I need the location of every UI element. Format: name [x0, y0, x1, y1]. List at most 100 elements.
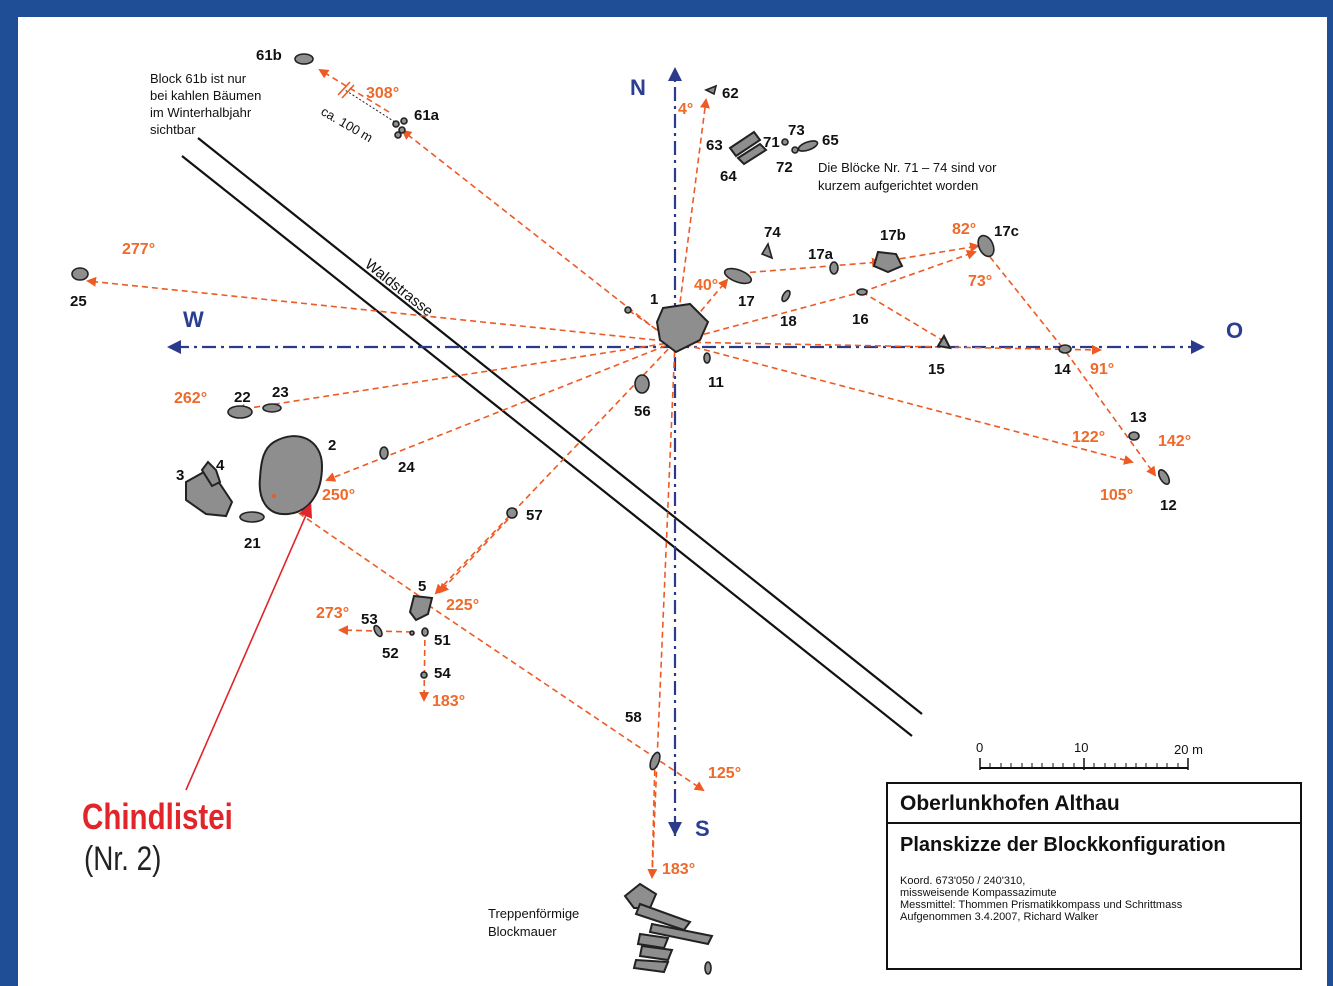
block-57 [506, 507, 518, 519]
label-53: 53 [361, 611, 378, 628]
map-title: Oberlunkhofen Althau [888, 784, 1300, 824]
bearing-91: 91° [1090, 361, 1114, 378]
block-62 [704, 84, 718, 96]
meta-line-4: Aufgenommen 3.4.2007, Richard Walker [900, 911, 1099, 923]
label-2: 2 [328, 437, 336, 454]
scale-tick-10: 10 [1074, 740, 1088, 755]
block-1 [655, 302, 710, 354]
block-23 [262, 403, 282, 413]
note-blocks-71-74: Die Blöcke Nr. 71 – 74 sind vor kurzem a… [818, 160, 997, 193]
block-21 [239, 511, 265, 523]
note-71-74-line-2: kurzem aufgerichtet worden [818, 178, 978, 193]
stepped-block-wall [623, 882, 714, 975]
block-18 [781, 289, 791, 303]
label-57: 57 [526, 507, 543, 524]
highlight-pointer [185, 503, 313, 791]
bearing-262: 262° [174, 390, 207, 407]
bearing-125: 125° [708, 765, 741, 782]
block-14 [1058, 344, 1072, 354]
scale-bar: 0 10 20 m [976, 740, 1203, 770]
label-13: 13 [1130, 409, 1147, 426]
note-71-74-line-1: Die Blöcke Nr. 71 – 74 sind vor [818, 160, 997, 175]
north-label: N [630, 75, 646, 100]
block-4 [200, 460, 222, 488]
block-52 [409, 630, 415, 636]
note-wall: Treppenförmige Blockmauer [488, 906, 579, 939]
bearing-labels: 308° 4° 82° 73° 40° 277° 262° 250° 225° … [122, 85, 1191, 878]
block-2 [258, 435, 324, 516]
block-unnamed [624, 306, 632, 314]
label-63: 63 [706, 137, 723, 154]
block-61b [294, 53, 314, 65]
block-17a [829, 261, 839, 275]
label-71: 71 [763, 134, 780, 151]
block-63 [728, 130, 762, 158]
label-1: 1 [650, 291, 658, 308]
block-labels: 61b 61a 62 63 64 71 72 73 65 74 17a 17b … [70, 47, 1177, 726]
block-53 [373, 624, 383, 638]
label-56: 56 [634, 403, 651, 420]
bearing-225: 225° [446, 597, 479, 614]
label-3: 3 [176, 467, 184, 484]
label-73: 73 [788, 122, 805, 139]
note-wall-line-1: Treppenförmige [488, 906, 579, 921]
east-label: O [1226, 318, 1243, 343]
block-17b [872, 250, 904, 274]
note-61b-line-1: Block 61b ist nur [150, 71, 247, 86]
block-56 [634, 374, 650, 394]
label-17c: 17c [994, 223, 1019, 240]
label-17a: 17a [808, 246, 834, 263]
block-22 [227, 405, 253, 419]
label-17: 17 [738, 293, 755, 310]
label-14: 14 [1054, 361, 1071, 378]
block-61a [392, 117, 408, 139]
block-17 [723, 267, 753, 285]
block-11 [703, 352, 711, 364]
highlight-sub: (Nr. 2) [84, 840, 162, 878]
block-64 [736, 142, 768, 166]
label-54: 54 [434, 665, 451, 682]
bearing-183: 183° [662, 861, 695, 878]
label-72: 72 [776, 159, 793, 176]
meta-line-2: missweisende Kompassazimute [900, 887, 1057, 899]
block-5 [408, 594, 434, 622]
map-subtitle: Planskizze der Blockkonfiguration [900, 834, 1226, 856]
distance-note: ca. 100 m [319, 104, 376, 146]
meta-line-1: Koord. 673'050 / 240'310, [900, 875, 1026, 887]
label-58: 58 [625, 709, 642, 726]
block-58 [649, 751, 661, 771]
label-74: 74 [764, 224, 781, 241]
block-17c [977, 234, 995, 258]
block-65 [797, 140, 819, 152]
label-51: 51 [434, 632, 451, 649]
bearing-122: 122° [1072, 429, 1105, 446]
label-23: 23 [272, 384, 289, 401]
note-wall-line-2: Blockmauer [488, 924, 557, 939]
block-13 [1128, 431, 1140, 441]
label-62: 62 [722, 85, 739, 102]
note-61b-line-3: im Winterhalbjahr [150, 105, 252, 120]
label-4: 4 [216, 457, 225, 474]
south-label: S [695, 816, 710, 841]
bearing-rays [86, 68, 1157, 879]
label-64: 64 [720, 168, 737, 185]
bearing-250: 250° [322, 487, 355, 504]
bearing-183-small: 183° [432, 693, 465, 710]
scale-tick-0: 0 [976, 740, 983, 755]
label-11: 11 [708, 374, 724, 391]
block-74 [760, 242, 774, 260]
label-22: 22 [234, 389, 251, 406]
label-61b: 61b [256, 47, 282, 64]
label-65: 65 [822, 132, 839, 149]
highlight-name: Chindlistei [82, 796, 233, 837]
label-15: 15 [928, 361, 945, 378]
bearing-4: 4° [678, 101, 693, 118]
compass-axes [167, 67, 1205, 836]
block-16 [856, 288, 868, 296]
bearing-142: 142° [1158, 433, 1191, 450]
note-61b-line-4: sichtbar [150, 122, 196, 137]
label-24: 24 [398, 459, 415, 476]
meta-line-3: Messmittel: Thommen Prismatikkompass und… [900, 899, 1183, 911]
bearing-308: 308° [366, 85, 399, 102]
